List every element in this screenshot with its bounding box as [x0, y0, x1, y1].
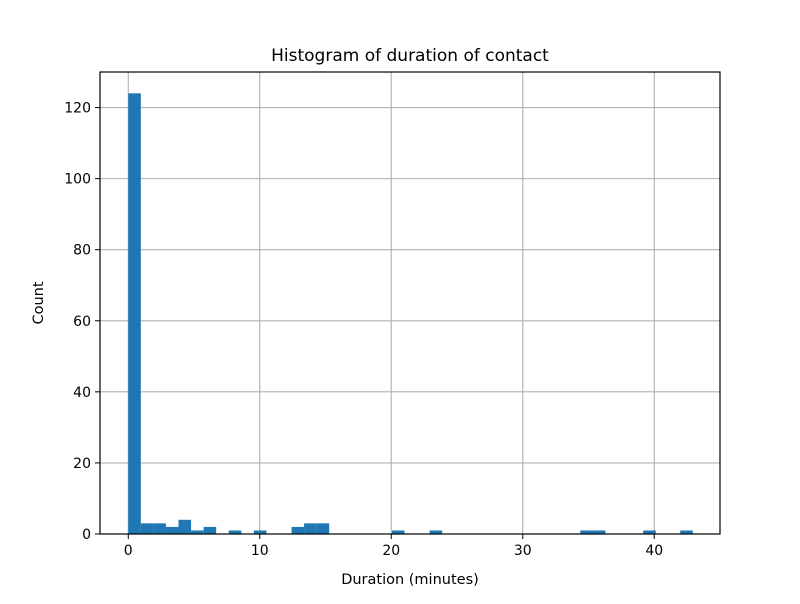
- histogram-bar: [680, 530, 693, 534]
- histogram-bar: [304, 523, 317, 534]
- x-tick-label: 30: [514, 543, 532, 559]
- y-tick-label: 100: [64, 172, 91, 188]
- histogram-bar: [253, 530, 267, 534]
- histogram-bar: [316, 523, 330, 534]
- x-axis-label: Duration (minutes): [341, 572, 479, 588]
- y-tick-label: 0: [82, 527, 91, 543]
- x-tick-label: 0: [124, 543, 133, 559]
- histogram-bar: [429, 530, 443, 534]
- histogram-bar: [228, 530, 242, 534]
- chart-title: Histogram of duration of contact: [271, 46, 549, 66]
- histogram-bar: [191, 530, 204, 534]
- x-tick-label: 20: [382, 543, 400, 559]
- histogram-bar: [140, 523, 154, 534]
- y-tick-label: 80: [73, 243, 91, 259]
- histogram-bar: [391, 530, 405, 534]
- y-tick-label: 60: [73, 314, 91, 330]
- x-tick-label: 40: [645, 543, 663, 559]
- histogram-bar: [165, 526, 179, 534]
- y-tick-label: 120: [64, 101, 91, 117]
- histogram-bar: [291, 526, 305, 534]
- y-axis-label: Count: [31, 281, 47, 324]
- y-tick-label: 40: [73, 385, 91, 401]
- histogram-bar: [580, 530, 593, 534]
- x-tick-label: 10: [251, 543, 269, 559]
- histogram-bar: [153, 523, 166, 534]
- histogram-bar: [178, 519, 192, 534]
- histogram-bar: [592, 530, 606, 534]
- plot-frame: [99, 71, 721, 535]
- y-tick-label: 20: [73, 456, 91, 472]
- histogram-bar: [643, 530, 656, 534]
- histogram-bar: [128, 93, 141, 535]
- histogram-bar: [203, 526, 217, 534]
